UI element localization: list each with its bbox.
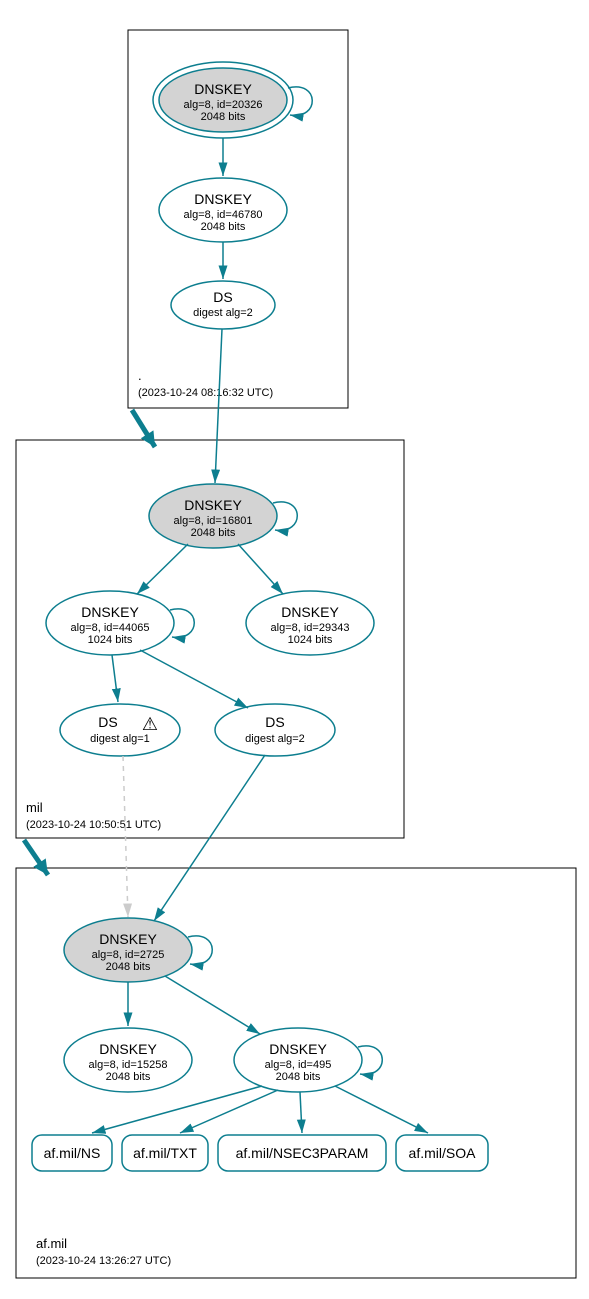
node-mil-ds2: [215, 704, 335, 756]
zone-root-timestamp: (2023-10-24 08:16:32 UTC): [138, 387, 273, 399]
zone-afmil-label: af.mil: [36, 1236, 67, 1251]
node-mil-zsk1-title: DNSKEY: [81, 604, 139, 620]
edge-zsk1-ds2: [140, 650, 248, 708]
node-af-zsk1-title: DNSKEY: [99, 1041, 157, 1057]
edge-mil-to-afmil: [24, 840, 48, 875]
node-mil-ksk-title: DNSKEY: [184, 497, 242, 513]
edge-ds1-afksk: [123, 756, 128, 917]
node-af-soa-title: af.mil/SOA: [409, 1145, 477, 1161]
node-mil-ds1-title: DS: [98, 714, 117, 730]
node-root-zsk-line2: 2048 bits: [201, 221, 246, 233]
node-mil-ds1: [60, 704, 180, 756]
edge-zsk2-nsec: [300, 1092, 302, 1133]
dnssec-diagram: . (2023-10-24 08:16:32 UTC) DNSKEY alg=8…: [0, 0, 589, 1299]
node-mil-zsk1-line1: alg=8, id=44065: [71, 622, 150, 634]
node-af-txt-title: af.mil/TXT: [133, 1145, 197, 1161]
node-af-zsk2-line1: alg=8, id=495: [265, 1059, 332, 1071]
edge-milksk-zsk1: [137, 544, 188, 594]
node-af-zsk2-title: DNSKEY: [269, 1041, 327, 1057]
edge-milksk-zsk2: [238, 544, 283, 594]
node-mil-ksk-line2: 2048 bits: [191, 527, 236, 539]
node-root-zsk-title: DNSKEY: [194, 191, 252, 207]
node-mil-ds1-line1: digest alg=1: [90, 733, 150, 745]
node-root-ds-title: DS: [213, 289, 232, 305]
node-af-zsk1-line2: 2048 bits: [106, 1071, 151, 1083]
node-mil-ksk-line1: alg=8, id=16801: [174, 515, 253, 527]
zone-mil-timestamp: (2023-10-24 10:50:51 UTC): [26, 819, 161, 831]
node-root-ksk-title: DNSKEY: [194, 81, 252, 97]
zone-mil-label: mil: [26, 800, 43, 815]
node-mil-zsk1-line2: 1024 bits: [88, 634, 133, 646]
node-af-ksk-title: DNSKEY: [99, 931, 157, 947]
edge-zsk2-ns: [92, 1086, 262, 1133]
node-mil-zsk2-line2: 1024 bits: [288, 634, 333, 646]
node-mil-ds2-line1: digest alg=2: [245, 733, 305, 745]
node-root-ksk-line1: alg=8, id=20326: [184, 99, 263, 111]
node-root-ksk-line2: 2048 bits: [201, 111, 246, 123]
warning-icon: ⚠: [142, 714, 158, 734]
edge-ds-milksk: [215, 329, 222, 483]
node-af-zsk1-line1: alg=8, id=15258: [89, 1059, 168, 1071]
edge-root-to-mil: [132, 410, 155, 447]
node-af-ns-title: af.mil/NS: [44, 1145, 101, 1161]
node-mil-zsk2-line1: alg=8, id=29343: [271, 622, 350, 634]
edge-zsk2-txt: [180, 1090, 278, 1133]
zone-root-label: .: [138, 368, 142, 383]
edge-zsk1-ds1: [112, 655, 118, 702]
node-af-zsk2-line2: 2048 bits: [276, 1071, 321, 1083]
zone-afmil-timestamp: (2023-10-24 13:26:27 UTC): [36, 1255, 171, 1267]
node-root-ds-line1: digest alg=2: [193, 307, 253, 319]
node-af-ksk-line2: 2048 bits: [106, 961, 151, 973]
edge-zsk2-soa: [335, 1086, 428, 1133]
node-mil-zsk2-title: DNSKEY: [281, 604, 339, 620]
node-af-nsec-title: af.mil/NSEC3PARAM: [236, 1145, 369, 1161]
node-mil-ds2-title: DS: [265, 714, 284, 730]
edge-afksk-zsk2: [165, 976, 260, 1034]
node-af-ksk-line1: alg=8, id=2725: [92, 949, 165, 961]
node-root-zsk-line1: alg=8, id=46780: [184, 209, 263, 221]
